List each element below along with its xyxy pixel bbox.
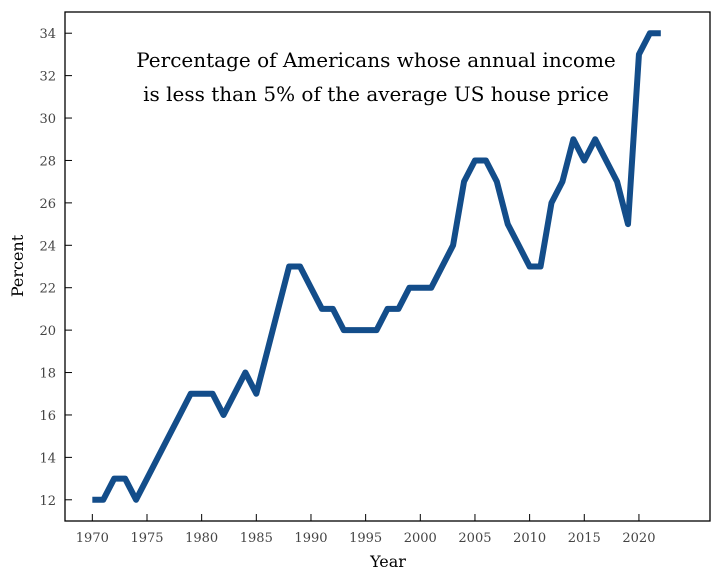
x-axis-label: Year <box>369 552 406 571</box>
y-tick-label: 34 <box>39 27 56 42</box>
y-tick-label: 30 <box>39 112 56 127</box>
x-tick-label: 1990 <box>294 531 327 546</box>
x-tick-label: 2020 <box>622 531 655 546</box>
x-tick-label: 1975 <box>130 531 163 546</box>
x-tick-label: 2005 <box>458 531 491 546</box>
x-tick-label: 1985 <box>240 531 273 546</box>
y-tick-label: 22 <box>39 282 56 297</box>
x-tick-label: 1980 <box>185 531 218 546</box>
y-tick-label: 32 <box>39 70 56 85</box>
plot-frame <box>64 11 711 522</box>
chart-title-line-2: is less than 5% of the average US house … <box>143 82 609 106</box>
x-tick-label: 2010 <box>513 531 546 546</box>
y-tick-label: 26 <box>39 197 56 212</box>
y-tick-label: 12 <box>39 494 56 509</box>
series-line <box>92 30 661 503</box>
x-tick-label: 1970 <box>76 531 109 546</box>
chart-title-line-1: Percentage of Americans whose annual inc… <box>136 48 616 72</box>
y-tick-label: 16 <box>39 409 56 424</box>
x-axis: 1970 1975 1980 1985 1990 1995 2000 2005 2010 2015… <box>76 514 655 546</box>
x-tick-label: 2015 <box>568 531 601 546</box>
y-axis-label: Percent <box>8 234 27 297</box>
y-tick-label: 18 <box>39 367 56 382</box>
x-tick-label: 2000 <box>404 531 437 546</box>
y-axis: 12 14 16 18 20 22 24 26 28 30 32 34 <box>39 27 72 509</box>
y-tick-label: 24 <box>39 239 56 254</box>
y-tick-label: 28 <box>39 154 56 169</box>
y-tick-label: 20 <box>39 324 56 339</box>
y-tick-label: 14 <box>39 451 56 466</box>
x-tick-label: 1995 <box>349 531 382 546</box>
